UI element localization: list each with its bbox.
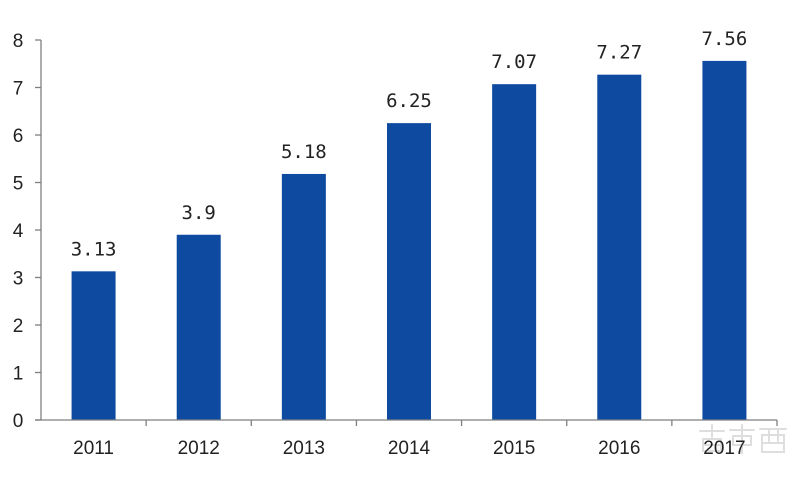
data-label-2017: 7.56 — [702, 28, 748, 50]
x-tick-label: 2012 — [178, 438, 220, 459]
y-tick-label: 4 — [13, 221, 24, 242]
x-tick-label: 2014 — [388, 438, 431, 459]
watermark-logo-part — [759, 428, 787, 453]
bar-2015 — [492, 84, 537, 421]
bar-2017 — [702, 60, 747, 421]
bar-2016 — [597, 74, 642, 421]
x-tick-label: 2011 — [73, 438, 114, 459]
data-label-2014: 6.25 — [386, 90, 432, 112]
y-tick-label: 0 — [13, 411, 24, 432]
x-tick-label: 2015 — [493, 438, 535, 459]
watermark-logo — [699, 424, 787, 454]
bar-2013 — [281, 173, 326, 420]
bar-2012 — [176, 234, 221, 420]
bar-2014 — [387, 123, 431, 420]
y-tick-label: 1 — [13, 364, 24, 385]
y-tick-label: 2 — [13, 316, 24, 337]
x-tick-label: 2016 — [598, 438, 640, 459]
y-tick-label: 7 — [13, 79, 24, 100]
data-label-2016: 7.27 — [596, 42, 642, 64]
watermark-logo-part — [729, 424, 755, 454]
y-tick-label: 6 — [13, 126, 24, 147]
x-tick-label: 2017 — [703, 438, 745, 459]
data-label-2015: 7.07 — [491, 51, 537, 73]
x-tick-label: 2013 — [283, 438, 325, 459]
y-tick-label: 8 — [13, 31, 24, 52]
data-label-2013: 5.18 — [281, 141, 327, 163]
y-tick-label: 3 — [13, 269, 24, 290]
bar-2011 — [71, 271, 116, 420]
data-label-2012: 3.9 — [182, 202, 216, 224]
data-label-2011: 3.13 — [71, 238, 117, 260]
y-tick-label: 5 — [13, 174, 24, 195]
watermark-logo-part — [699, 424, 725, 452]
